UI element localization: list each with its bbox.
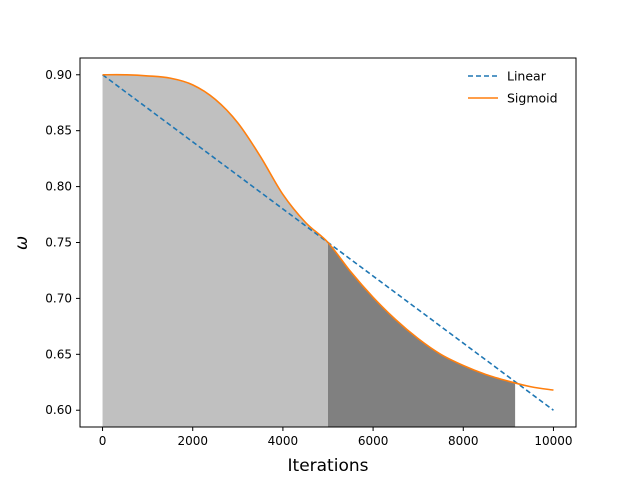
y-tick-label: 0.65 [45, 347, 72, 361]
legend-label-linear: Linear [507, 69, 547, 84]
shaded-region-2 [328, 242, 516, 427]
x-tick-label: 0 [99, 434, 107, 448]
y-tick-label: 0.75 [45, 236, 72, 250]
x-axis-label: Iterations [288, 456, 369, 476]
series-line-sigmoid [102, 73, 554, 391]
x-tick-label: 10000 [534, 434, 572, 448]
y-tick-label: 0.85 [45, 124, 72, 138]
x-tick-label: 2000 [177, 434, 208, 448]
x-tick-label: 4000 [268, 434, 299, 448]
y-axis-label: ω [12, 236, 32, 250]
y-tick-label: 0.70 [45, 291, 72, 305]
x-tick-label: 6000 [358, 434, 389, 448]
x-tick-label: 8000 [448, 434, 479, 448]
y-tick-label: 0.80 [45, 180, 72, 194]
legend: Linear Sigmoid [468, 69, 558, 106]
y-tick-label: 0.90 [45, 68, 72, 82]
y-tick-label: 0.60 [45, 403, 72, 417]
legend-label-sigmoid: Sigmoid [507, 91, 558, 106]
shaded-region-1 [102, 74, 328, 428]
